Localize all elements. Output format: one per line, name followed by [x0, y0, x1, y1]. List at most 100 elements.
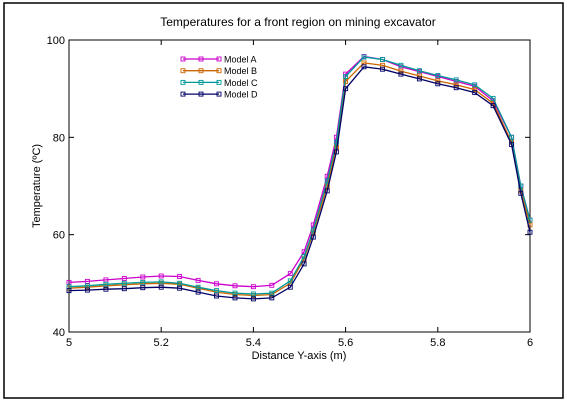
data-point: [195, 277, 201, 283]
data-point: [380, 57, 385, 62]
x-tick-label: 5.6: [338, 337, 353, 349]
data-point: [214, 293, 219, 299]
legend-swatch-marker: [216, 68, 222, 74]
data-point: [158, 284, 164, 290]
legend-swatch-marker: [180, 79, 186, 85]
legend-item: Model D: [180, 90, 258, 100]
legend-swatch-marker: [198, 68, 204, 74]
data-point: [301, 261, 307, 267]
legend-label: Model C: [224, 78, 258, 88]
data-point: [435, 73, 441, 78]
data-point: [453, 85, 459, 91]
data-point: [103, 281, 109, 287]
legend-swatch-marker: [198, 56, 204, 62]
data-point: [140, 285, 146, 291]
data-point: [158, 273, 164, 279]
data-point: [472, 82, 478, 88]
data-point: [214, 288, 219, 294]
y-tick-label: 100: [47, 35, 65, 47]
data-point: [435, 78, 441, 84]
data-point: [343, 74, 349, 79]
data-point: [361, 54, 367, 60]
data-point: [177, 280, 183, 286]
data-point: [250, 296, 256, 302]
data-point: [269, 295, 275, 301]
data-point: [121, 280, 127, 286]
legend-label: Model B: [224, 66, 257, 76]
x-tick-label: 5.4: [246, 337, 261, 349]
data-point: [361, 64, 367, 70]
y-axis: 40 60 80 100: [47, 35, 530, 339]
y-tick-label: 60: [53, 230, 65, 242]
legend-swatch-marker: [180, 68, 186, 74]
data-point: [310, 234, 316, 240]
data-point: [84, 287, 90, 293]
y-tick-label: 40: [53, 327, 65, 339]
data-point: [140, 274, 146, 280]
data-point: [398, 71, 404, 77]
series-line-model-d: [68, 66, 531, 300]
data-point: [472, 87, 478, 93]
x-tick-label: 5: [66, 337, 72, 349]
y-axis-label: Temperature (ºC): [31, 144, 43, 228]
data-point: [398, 62, 404, 68]
legend-item: Model A: [180, 55, 257, 65]
data-point: [140, 279, 146, 285]
data-point: [324, 188, 330, 194]
data-point: [214, 281, 219, 287]
data-point: [518, 190, 524, 196]
series-model-d: [66, 64, 533, 302]
x-axis: 5 5.2 5.4 5.6 5.8 6: [66, 40, 533, 349]
data-point: [490, 95, 496, 101]
data-point: [333, 149, 339, 155]
legend-swatch-marker: [216, 79, 222, 85]
data-point: [380, 66, 385, 72]
legend-item: Model C: [180, 78, 258, 88]
data-point: [416, 76, 422, 82]
data-point: [287, 271, 293, 277]
data-point: [177, 285, 183, 291]
data-point: [287, 284, 293, 290]
data-point: [250, 291, 256, 297]
chart-title: Temperatures for a front region on minin…: [160, 15, 435, 29]
data-point: [453, 77, 459, 83]
data-point: [177, 274, 183, 279]
x-tick-label: 6: [527, 337, 533, 349]
legend-swatch-marker: [180, 56, 186, 62]
legend-swatch-marker: [198, 91, 204, 97]
data-point: [509, 134, 515, 140]
data-point: [416, 73, 422, 79]
data-point: [416, 68, 422, 74]
data-point: [158, 279, 164, 285]
data-point: [121, 276, 127, 281]
data-point: [527, 217, 533, 223]
data-point: [195, 289, 201, 295]
data-point: [121, 286, 127, 292]
series-line-model-c: [68, 56, 531, 295]
legend-item: Model B: [180, 66, 257, 76]
legend-swatch-marker: [180, 91, 186, 97]
y-tick-label: 80: [53, 132, 65, 144]
data-point: [103, 286, 109, 292]
data-point: [398, 68, 404, 74]
data-point: [287, 278, 293, 284]
data-point: [527, 229, 533, 235]
x-axis-label: Distance Y-axis (m): [252, 350, 347, 362]
legend-swatch-marker: [198, 79, 204, 85]
data-point: [232, 283, 238, 289]
legend-swatch-marker: [216, 56, 222, 62]
data-point: [435, 81, 441, 87]
data-point: [66, 288, 72, 294]
data-point: [232, 295, 238, 301]
data-point: [509, 142, 515, 148]
data-point: [269, 290, 275, 296]
data-point: [232, 290, 238, 296]
data-point: [453, 82, 459, 88]
data-point: [195, 284, 201, 290]
data-point: [472, 90, 478, 96]
legend-label: Model A: [224, 55, 257, 65]
x-tick-label: 5.2: [154, 337, 169, 349]
legend-label: Model D: [224, 90, 258, 100]
